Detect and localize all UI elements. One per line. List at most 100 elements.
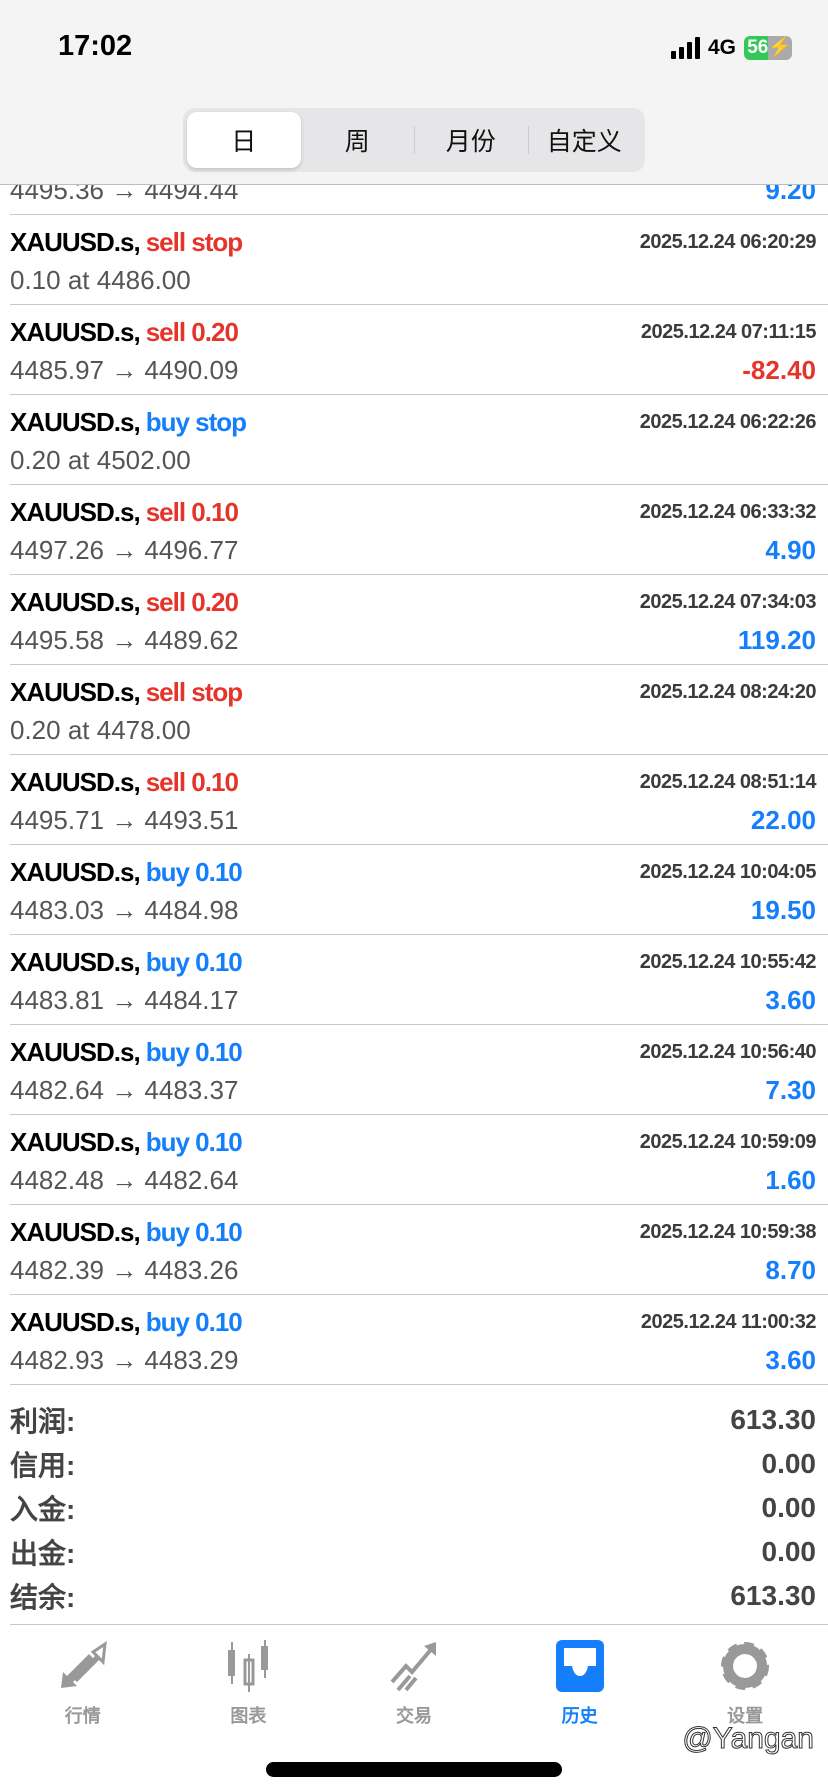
history-row[interactable]: XAUUSD.s, buy 0.10 2025.12.24 10:56:40 44… xyxy=(10,1025,828,1115)
symbol-name: XAUUSD.s, xyxy=(10,767,141,797)
tab-settings[interactable]: 设置 xyxy=(662,1632,828,1728)
summary-label: 出金: xyxy=(10,1538,76,1569)
profit: 3.60 xyxy=(765,1345,816,1375)
summary: 利润: 613.30 信用: 0.00 入金: 0.00 出金: 0.00 结余: 613.30 xyxy=(10,1398,818,1618)
history-row[interactable]: XAUUSD.s, sell stop 2025.12.24 08:24:20 0… xyxy=(10,665,828,755)
tab-label: 交易 xyxy=(395,1706,432,1726)
price-range: 4497.26 → 4496.77 xyxy=(10,535,239,565)
order-type: sell 0.10 xyxy=(145,497,239,527)
price-range: 4482.64 → 4483.37 xyxy=(10,1075,239,1105)
timestamp: 2025.12.24 11:00:32 xyxy=(640,1311,817,1333)
profit: 1.60 xyxy=(765,1165,816,1195)
summary-label: 入金: xyxy=(10,1494,76,1525)
candlestick-chart-icon xyxy=(228,1640,269,1692)
summary-label: 信用: xyxy=(10,1450,76,1481)
profit: 3.60 xyxy=(765,985,816,1015)
history-row[interactable]: XAUUSD.s, buy 0.10 2025.12.24 11:00:32 44… xyxy=(10,1295,828,1385)
history-row[interactable]: XAUUSD.s, sell 0.10 2025.12.24 08:51:14 4… xyxy=(10,755,828,845)
tab-label: 历史 xyxy=(561,1706,598,1726)
order-type: sell stop xyxy=(145,227,243,257)
symbol: XAUUSD.s, buy 0.10 xyxy=(10,1307,243,1338)
status-icons: 4G 56 ⚡ xyxy=(670,36,792,60)
history-row[interactable]: XAUUSD.s, sell 0.20 2025.12.24 07:11:15 4… xyxy=(10,305,828,395)
profit: 22.00 xyxy=(750,805,816,835)
gear-icon xyxy=(721,1642,770,1690)
segment-custom[interactable]: 自定义 xyxy=(527,112,642,168)
tab-quotes[interactable]: 行情 xyxy=(0,1632,166,1728)
symbol: XAUUSD.s, buy 0.10 xyxy=(10,1127,243,1158)
summary-row: 入金: 0.00 xyxy=(10,1486,818,1530)
segment-month[interactable]: 月份 xyxy=(414,112,528,168)
header: 17:02 4G 56 ⚡ 日 周 月份 自定义 xyxy=(0,0,828,185)
price-range: 0.10 at 4486.00 xyxy=(10,265,191,295)
timestamp: 2025.12.24 10:59:38 xyxy=(639,1221,817,1243)
order-type: buy 0.10 xyxy=(145,1307,243,1337)
summary-row: 出金: 0.00 xyxy=(10,1530,818,1574)
quotes-arrows-icon xyxy=(60,1640,107,1688)
status-time: 17:02 xyxy=(58,30,133,62)
tab-history[interactable]: 历史 xyxy=(497,1632,663,1728)
timestamp: 2025.12.24 07:34:03 xyxy=(639,591,817,613)
segment-day[interactable]: 日 xyxy=(187,112,301,168)
order-type: buy 0.10 xyxy=(145,1217,243,1247)
tab-chart[interactable]: 图表 xyxy=(166,1632,332,1728)
battery-icon: 56 ⚡ xyxy=(744,36,792,60)
order-type: sell 0.10 xyxy=(145,767,239,797)
timestamp: 2025.12.24 10:55:42 xyxy=(639,951,817,973)
tab-label: 行情 xyxy=(64,1706,101,1726)
history-row[interactable]: XAUUSD.s, buy 0.10 2025.12.24 10:59:38 44… xyxy=(10,1205,828,1295)
symbol-name: XAUUSD.s, xyxy=(10,947,141,977)
tab-bar: 行情 图表 交易 历史 设置 xyxy=(0,1632,828,1728)
price-range: 4482.39 → 4483.26 xyxy=(10,1255,239,1285)
price-range: 4482.93 → 4483.29 xyxy=(10,1345,239,1375)
symbol-name: XAUUSD.s, xyxy=(10,677,141,707)
price-range: 4495.71 → 4493.51 xyxy=(10,805,239,835)
order-type: sell 0.20 xyxy=(145,587,239,617)
battery-level: 56 xyxy=(744,36,769,60)
symbol-name: XAUUSD.s, xyxy=(10,227,141,257)
timestamp: 2025.12.24 06:22:26 xyxy=(639,411,817,433)
order-type: sell stop xyxy=(145,677,243,707)
order-type: buy 0.10 xyxy=(145,947,243,977)
home-indicator xyxy=(266,1762,562,1777)
history-row[interactable]: XAUUSD.s, buy 0.10 2025.12.24 10:55:42 44… xyxy=(10,935,828,1025)
network-type: 4G xyxy=(707,36,736,59)
history-row[interactable]: XAUUSD.s, buy 0.10 2025.12.24 10:59:09 44… xyxy=(10,1115,828,1205)
symbol: XAUUSD.s, sell 0.20 xyxy=(10,317,239,348)
symbol: XAUUSD.s, sell stop xyxy=(10,677,243,708)
symbol: XAUUSD.s, sell 0.10 xyxy=(10,497,239,528)
tab-trade[interactable]: 交易 xyxy=(331,1632,497,1728)
symbol: XAUUSD.s, sell 0.10 xyxy=(10,767,239,798)
divider xyxy=(10,1624,828,1625)
order-type: buy 0.10 xyxy=(145,1037,243,1067)
history-row[interactable]: XAUUSD.s, buy stop 2025.12.24 06:22:26 0.… xyxy=(10,395,828,485)
segment-week[interactable]: 周 xyxy=(344,128,370,156)
price-range: 4495.58 → 4489.62 xyxy=(10,625,239,655)
timestamp: 2025.12.24 10:56:40 xyxy=(639,1041,817,1063)
symbol-name: XAUUSD.s, xyxy=(10,1307,141,1337)
tab-label: 设置 xyxy=(727,1706,764,1726)
profit: 7.30 xyxy=(765,1075,816,1105)
history-inbox-icon xyxy=(555,1640,604,1692)
timestamp: 2025.12.24 10:59:09 xyxy=(639,1131,817,1153)
symbol: XAUUSD.s, sell stop xyxy=(10,227,243,258)
period-segmented-control: 日 周 月份 自定义 xyxy=(183,108,645,172)
symbol-name: XAUUSD.s, xyxy=(10,587,141,617)
price-range: 0.20 at 4478.00 xyxy=(10,715,191,745)
summary-value: 613.30 xyxy=(730,1580,816,1611)
order-type: buy stop xyxy=(145,407,247,437)
symbol: XAUUSD.s, buy 0.10 xyxy=(10,1037,243,1068)
summary-row: 利润: 613.30 xyxy=(10,1398,818,1442)
watermark: @Yangan xyxy=(682,1722,815,1756)
symbol-name: XAUUSD.s, xyxy=(10,1217,141,1247)
profit: -82.40 xyxy=(742,355,816,385)
history-row[interactable]: XAUUSD.s, sell stop 2025.12.24 06:20:29 0… xyxy=(10,215,828,305)
symbol: XAUUSD.s, buy 0.10 xyxy=(10,947,243,978)
order-type: buy 0.10 xyxy=(145,857,243,887)
history-row[interactable]: XAUUSD.s, buy 0.10 2025.12.24 10:04:05 44… xyxy=(10,845,828,935)
timestamp: 2025.12.24 06:20:29 xyxy=(639,231,817,253)
history-row[interactable]: XAUUSD.s, sell 0.20 2025.12.24 07:34:03 4… xyxy=(10,575,828,665)
history-row[interactable]: XAUUSD.s, sell 0.10 2025.12.24 06:33:32 4… xyxy=(10,485,828,575)
tab-label: 图表 xyxy=(230,1706,267,1726)
history-list: 4495.36 → 4494.44 9.20 XAUUSD.s, sell sto… xyxy=(0,125,828,1385)
